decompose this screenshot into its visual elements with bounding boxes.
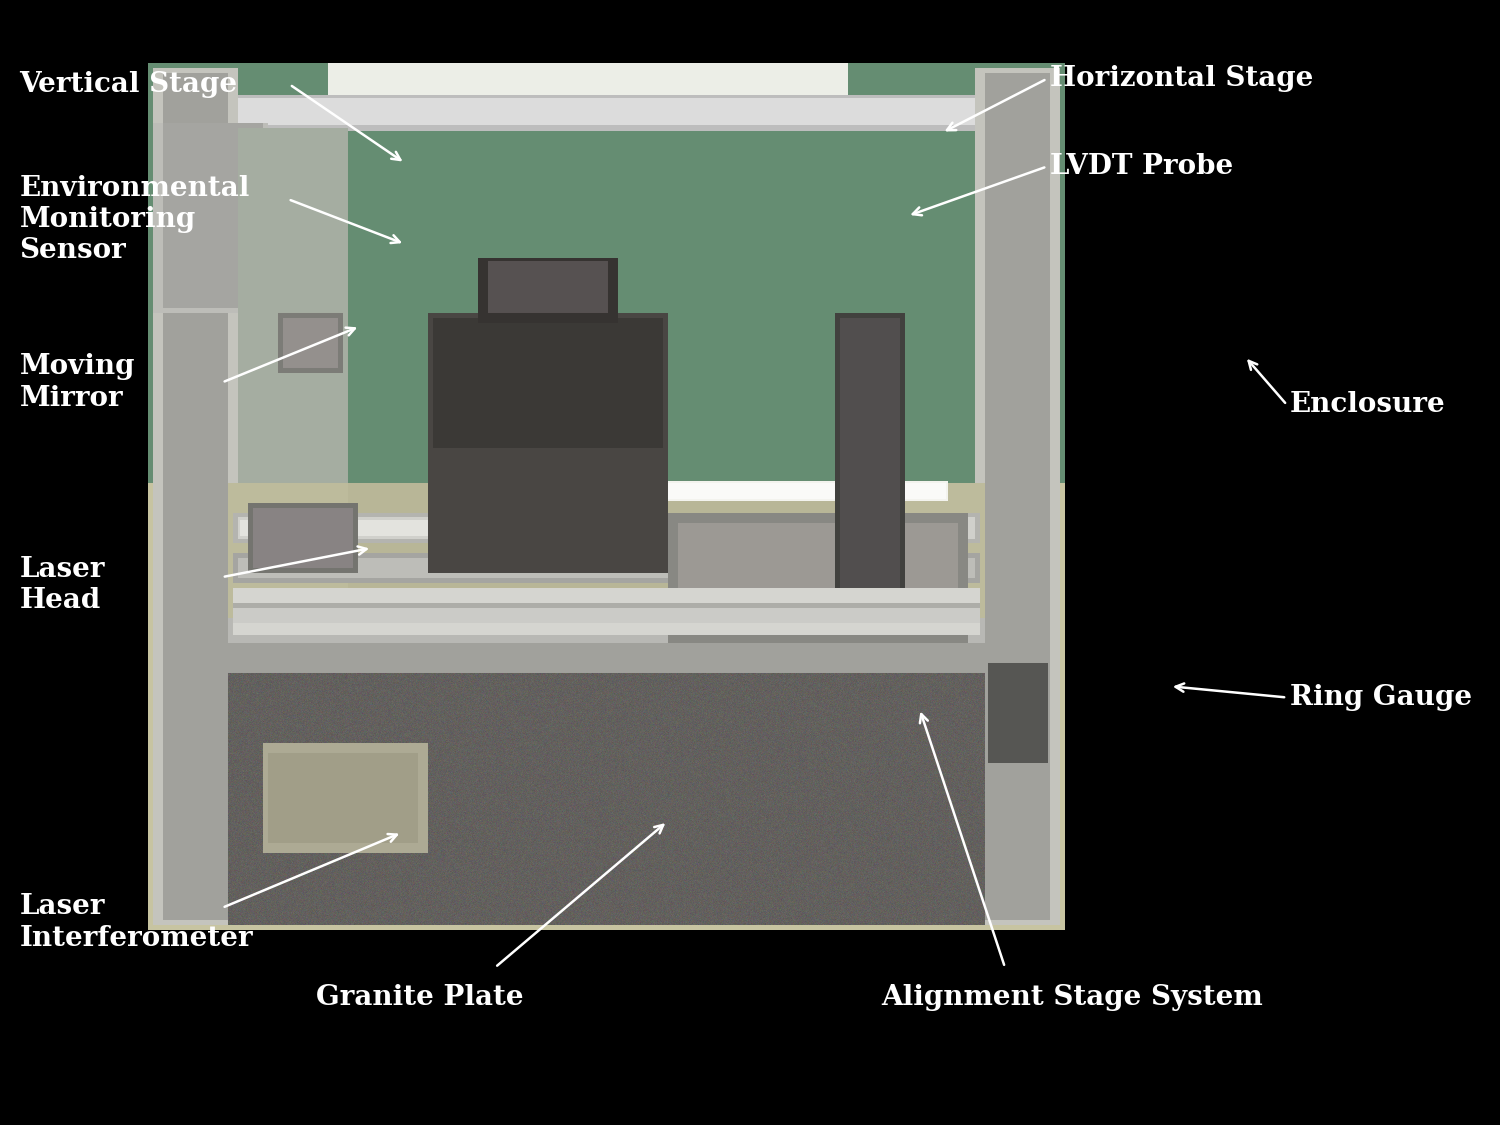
Text: Laser
Head: Laser Head bbox=[20, 556, 105, 614]
Text: Alignment Stage System: Alignment Stage System bbox=[882, 984, 1263, 1011]
Text: Ring Gauge: Ring Gauge bbox=[1290, 684, 1472, 711]
Text: LVDT Probe: LVDT Probe bbox=[1050, 153, 1233, 180]
Text: Environmental
Monitoring
Sensor: Environmental Monitoring Sensor bbox=[20, 174, 250, 264]
Text: Moving
Mirror: Moving Mirror bbox=[20, 353, 135, 412]
Text: Vertical Stage: Vertical Stage bbox=[20, 71, 237, 98]
Text: Granite Plate: Granite Plate bbox=[316, 984, 524, 1011]
Text: Enclosure: Enclosure bbox=[1290, 392, 1446, 418]
Text: Horizontal Stage: Horizontal Stage bbox=[1050, 65, 1314, 92]
Text: Laser
Interferometer: Laser Interferometer bbox=[20, 893, 254, 952]
